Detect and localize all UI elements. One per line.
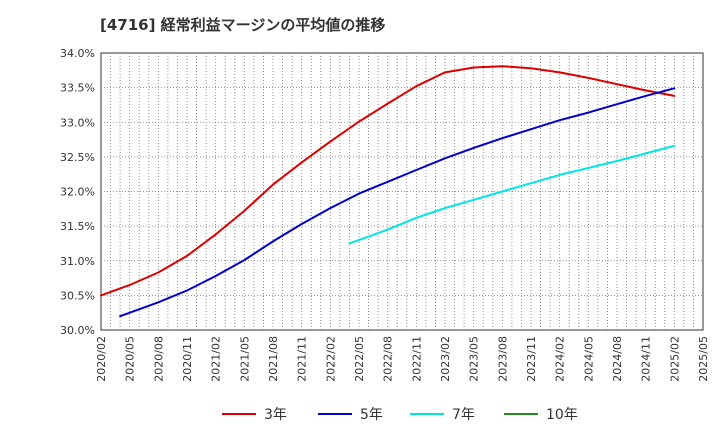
- x-tick-label: 2024/08: [611, 336, 624, 382]
- legend-label-2: 5年: [360, 407, 383, 423]
- x-tick-label: 2025/05: [697, 336, 710, 382]
- y-tick-label: 32.5%: [60, 151, 95, 164]
- y-tick-label: 31.5%: [60, 220, 95, 233]
- x-tick-label: 2024/02: [554, 336, 567, 382]
- x-tick-label: 2022/02: [324, 336, 337, 382]
- legend-label-1: 3年: [264, 407, 287, 423]
- x-tick-label: 2021/08: [267, 336, 280, 382]
- y-tick-label: 33.5%: [60, 82, 95, 95]
- x-tick-label: 2024/05: [582, 336, 595, 382]
- x-tick-label: 2020/11: [181, 336, 194, 382]
- chart-title: [4716] 経常利益マージンの平均値の推移: [100, 16, 386, 34]
- y-tick-label: 34.0%: [60, 47, 95, 60]
- series-line-1: [100, 65, 676, 297]
- x-tick-label: 2024/11: [640, 336, 653, 382]
- x-tick-label: 2020/08: [152, 336, 165, 382]
- x-tick-label: 2022/05: [353, 336, 366, 382]
- x-tick-label: 2023/11: [525, 336, 538, 382]
- y-tick-label: 32.0%: [60, 186, 95, 199]
- x-tick-label: 2020/05: [124, 336, 137, 382]
- series-line-3: [348, 144, 676, 245]
- y-tick-label: 30.0%: [60, 324, 95, 337]
- x-tick-label: 2021/02: [210, 336, 223, 382]
- y-tick-label: 31.0%: [60, 255, 95, 268]
- x-tick-label: 2021/05: [238, 336, 251, 382]
- legend-label-3: 7年: [452, 407, 475, 423]
- x-tick-label: 2023/02: [439, 336, 452, 382]
- y-tick-label: 30.5%: [60, 289, 95, 302]
- x-tick-label: 2023/08: [496, 336, 509, 382]
- x-tick-label: 2022/11: [410, 336, 423, 382]
- x-tick-label: 2021/11: [296, 336, 309, 382]
- x-tick-label: 2023/05: [468, 336, 481, 382]
- series-line-2: [119, 87, 676, 318]
- legend-label-4: 10年: [546, 407, 578, 423]
- x-tick-label: 2025/02: [668, 336, 681, 382]
- x-tick-label: 2022/08: [382, 336, 395, 382]
- y-tick-label: 33.0%: [60, 116, 95, 129]
- x-tick-label: 2020/02: [95, 336, 108, 382]
